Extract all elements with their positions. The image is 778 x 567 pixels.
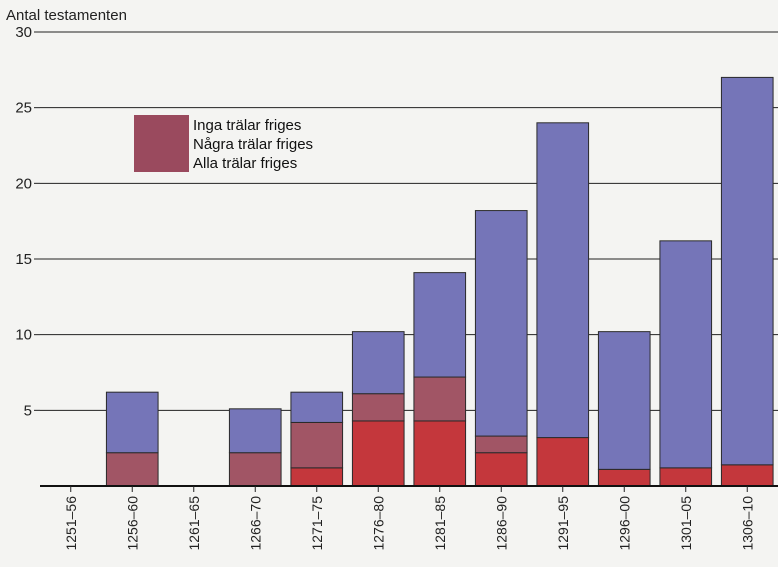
bar-segment xyxy=(536,437,590,487)
legend-label-alla: Alla trälar friges xyxy=(193,155,297,172)
x-tick-label: 1291–95 xyxy=(555,496,571,551)
bar-segment xyxy=(351,331,405,395)
bar-segment xyxy=(413,376,467,422)
y-tick-label: 30 xyxy=(15,24,32,41)
bar-segment xyxy=(290,421,344,469)
x-tick-label: 1251–56 xyxy=(63,496,79,551)
x-tick-label: 1276–80 xyxy=(370,496,386,551)
bar-segment xyxy=(597,468,651,487)
bar-segment xyxy=(474,210,528,437)
bar-segment xyxy=(720,464,774,487)
bar-segment xyxy=(290,391,344,423)
legend: Inga trälar friges Några trälar friges A… xyxy=(134,115,313,172)
bar-segment xyxy=(105,391,159,454)
x-tick-label: 1281–85 xyxy=(432,496,448,551)
bar-segment xyxy=(597,331,651,470)
legend-label-inga: Inga trälar friges xyxy=(193,117,301,134)
bar-segment xyxy=(413,272,467,378)
x-tick-label: 1286–90 xyxy=(493,496,509,551)
bar-segment xyxy=(228,452,282,487)
legend-swatch xyxy=(134,115,189,172)
bar-segment xyxy=(228,408,282,454)
y-ticks: 5 10 15 20 25 30 xyxy=(15,24,40,419)
bar-segment xyxy=(351,393,405,422)
bar-segment xyxy=(474,452,528,487)
x-ticks: 1251–56 1256–60 1261–65 1266–70 1271–75 1276–… xyxy=(63,486,755,551)
bar-segment xyxy=(290,467,344,487)
bar-segment xyxy=(659,467,713,487)
y-tick-label: 20 xyxy=(15,175,32,192)
x-tick-label: 1266–70 xyxy=(247,496,263,551)
x-tick-label: 1301–05 xyxy=(678,496,694,551)
x-tick-label: 1256–60 xyxy=(124,496,140,551)
x-tick-label: 1271–75 xyxy=(309,496,325,551)
bar-segment xyxy=(105,452,159,487)
bar-segment xyxy=(351,420,405,487)
bar-segment xyxy=(413,420,467,487)
x-tick-label: 1306–10 xyxy=(739,496,755,551)
bar-segment xyxy=(720,76,774,466)
bar-segment xyxy=(474,435,528,454)
x-tick-label: 1296–00 xyxy=(616,496,632,551)
gridlines xyxy=(40,31,778,411)
bar-segment xyxy=(659,240,713,469)
bars xyxy=(105,76,774,487)
y-tick-label: 10 xyxy=(15,327,32,344)
bar-segment xyxy=(536,122,590,439)
y-tick-label: 5 xyxy=(24,402,32,419)
y-axis-title: Antal testamenten xyxy=(6,7,127,24)
y-tick-label: 25 xyxy=(15,100,32,117)
legend-label-nagra: Några trälar friges xyxy=(193,136,313,153)
x-tick-label: 1261–65 xyxy=(186,496,202,551)
y-tick-label: 15 xyxy=(15,251,32,268)
